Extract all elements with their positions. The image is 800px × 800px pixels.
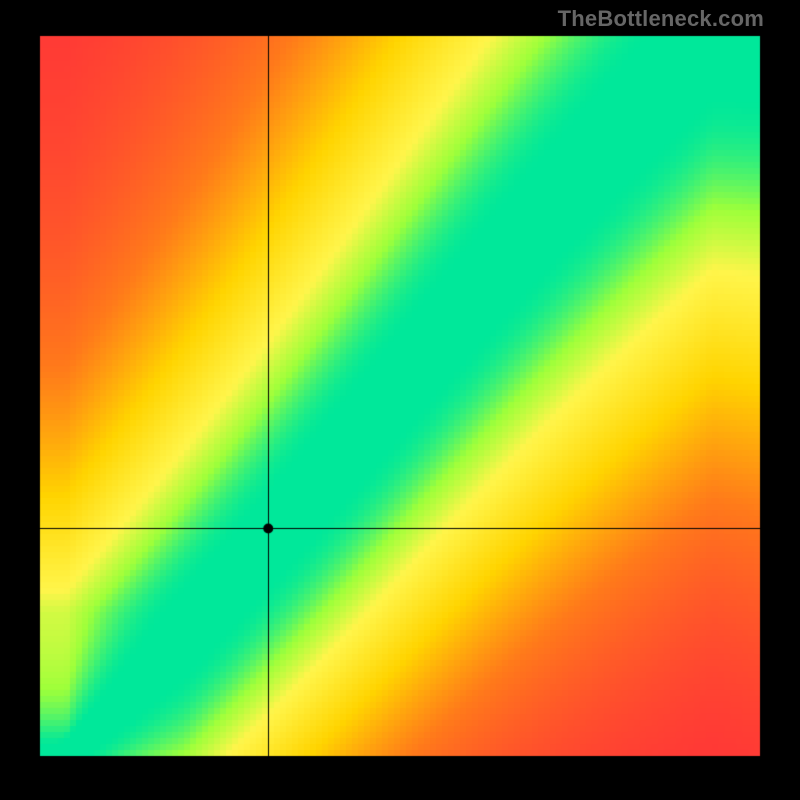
watermark-text: TheBottleneck.com bbox=[558, 6, 764, 32]
chart-container: TheBottleneck.com bbox=[0, 0, 800, 800]
bottleneck-heatmap bbox=[0, 0, 800, 800]
